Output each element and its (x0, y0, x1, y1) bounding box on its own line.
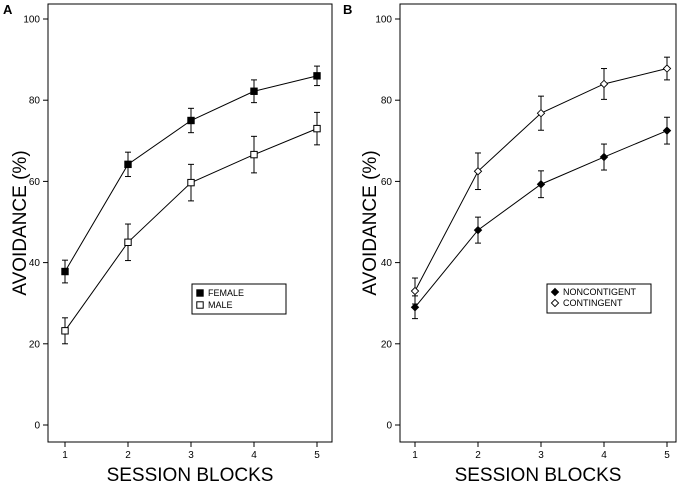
data-point (187, 116, 195, 125)
y-tick-label: 60 (381, 177, 393, 188)
legend-marker (196, 289, 204, 297)
plot-frame (399, 3, 677, 443)
data-point (473, 167, 483, 176)
legend-symbol-contingent (550, 298, 560, 308)
legend-marker (550, 287, 560, 297)
data-point (124, 160, 132, 169)
panel-a: A AVOIDANCE (%) SESSION BLOCKS 0 20 40 60 80… (3, 2, 333, 486)
panel-label: B (343, 2, 352, 17)
plot-frame (47, 3, 333, 443)
legend-label-contingent: CONTINGENT (563, 298, 623, 308)
x-tick-label: 5 (314, 450, 320, 461)
data-point (250, 87, 258, 95)
data-point (662, 64, 672, 73)
y-tick-label: 100 (375, 15, 392, 26)
x-tick-label: 5 (664, 450, 670, 461)
x-tick-label: 3 (188, 450, 194, 461)
x-tick-label: 2 (125, 450, 131, 461)
data-point (313, 124, 321, 133)
x-tick-label: 3 (538, 450, 544, 461)
y-ticks: 0 20 40 60 80 100 (375, 15, 400, 432)
data-point (410, 286, 420, 296)
legend: NONCONTIGENT CONTINGENT (546, 283, 652, 314)
y-tick-label: 40 (29, 258, 41, 269)
data-point (599, 79, 609, 89)
data-point (250, 150, 258, 159)
y-tick-label: 80 (29, 96, 41, 107)
y-tick-label: 20 (29, 339, 41, 350)
panel-b: B AVOIDANCE (%) SESSION BLOCKS 0 20 40 60 80… (343, 2, 677, 486)
legend: FEMALE MALE (191, 283, 287, 315)
legend-label-male: MALE (208, 300, 233, 310)
legend-marker (196, 301, 204, 309)
data-point (662, 126, 672, 135)
y-tick-label: 60 (29, 177, 41, 188)
x-axis-title: SESSION BLOCKS (455, 465, 622, 486)
y-axis-title: AVOIDANCE (%) (360, 150, 381, 295)
y-tick-label: 40 (381, 258, 393, 269)
legend-box (191, 283, 287, 315)
legend-label-noncontigent: NONCONTIGENT (563, 287, 637, 297)
x-tick-label: 1 (62, 450, 68, 461)
data-point (313, 72, 321, 80)
data-point (410, 303, 420, 312)
legend-label-female: FEMALE (208, 288, 244, 298)
series-layer (61, 65, 321, 345)
y-tick-label: 100 (23, 15, 40, 26)
data-point (536, 180, 546, 189)
legend-box (546, 283, 652, 314)
legend-symbol-female (196, 289, 204, 297)
data-point (124, 238, 132, 247)
series-layer (410, 56, 672, 320)
x-tick-label: 4 (601, 450, 607, 461)
x-tick-label: 4 (251, 450, 257, 461)
data-point (536, 108, 546, 118)
data-point (61, 327, 69, 335)
y-tick-label: 0 (386, 421, 392, 432)
data-point (187, 178, 195, 187)
legend-symbol-male (196, 301, 204, 309)
x-ticks: 1 2 3 4 5 (412, 442, 670, 461)
y-tick-label: 0 (34, 421, 40, 432)
y-tick-label: 20 (381, 339, 393, 350)
legend-marker (550, 298, 560, 308)
data-point (599, 152, 609, 162)
x-tick-label: 1 (412, 450, 418, 461)
x-tick-label: 2 (475, 450, 481, 461)
y-ticks: 0 20 40 60 80 100 (23, 15, 48, 432)
y-tick-label: 80 (381, 96, 393, 107)
panel-label: A (3, 2, 13, 17)
y-axis-title: AVOIDANCE (%) (10, 150, 31, 295)
data-point (473, 225, 483, 235)
data-point (61, 267, 69, 276)
legend-symbol-noncontigent (550, 287, 560, 297)
x-axis-title: SESSION BLOCKS (107, 465, 274, 486)
x-ticks: 1 2 3 4 5 (62, 442, 320, 461)
